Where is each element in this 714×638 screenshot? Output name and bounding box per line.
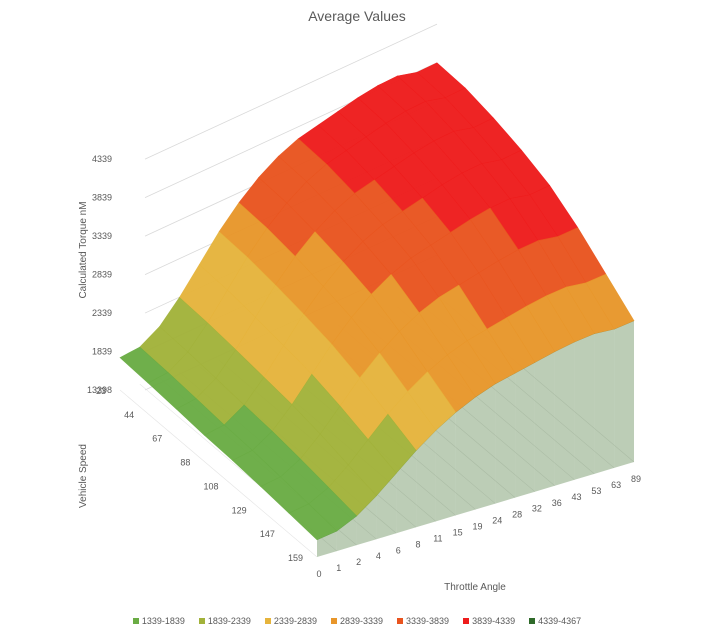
legend-item: 2339-2839 xyxy=(264,616,317,626)
x-tick-label: 89 xyxy=(631,474,641,484)
y-axis-title: Vehicle Speed xyxy=(78,444,89,508)
axes: 1339818392339283933393839433923446788108… xyxy=(78,154,641,593)
surface-skirt xyxy=(356,495,377,546)
z-tick-label: 1839 xyxy=(92,347,112,357)
surface-patch xyxy=(288,503,338,541)
legend-swatch xyxy=(198,618,205,624)
x-tick-label: 43 xyxy=(572,492,582,502)
surface-skirt xyxy=(574,333,595,480)
x-tick-label: 36 xyxy=(552,498,562,508)
surface-skirt xyxy=(475,383,496,510)
surface-skirt xyxy=(614,320,634,468)
legend-item: 1339-1839 xyxy=(132,616,185,626)
legend-item: 3339-3839 xyxy=(397,616,449,626)
legend-label: 3839-4339 xyxy=(472,616,516,626)
y-tick-label: 23 xyxy=(96,386,106,396)
legend-label: 1339-1839 xyxy=(141,616,185,626)
legend-item: 4339-4367 xyxy=(529,616,581,626)
x-tick-label: 11 xyxy=(433,533,442,543)
surface-skirt xyxy=(317,531,337,557)
z-tick-label: 13398 xyxy=(87,385,112,395)
legend-label: 2339-2839 xyxy=(273,616,317,626)
surface-skirt xyxy=(495,373,516,504)
x-tick-label: 15 xyxy=(453,527,463,537)
x-tick-label: 63 xyxy=(611,480,621,490)
legend-swatch xyxy=(463,618,470,624)
legend-label: 1839-2339 xyxy=(207,616,251,626)
x-axis-title: Throttle Angle xyxy=(444,582,506,593)
x-tick-label: 6 xyxy=(396,545,401,555)
legend-swatch xyxy=(397,618,404,624)
legend-swatch xyxy=(132,618,139,624)
x-tick-label: 24 xyxy=(492,516,502,526)
legend: 1339-1839 1839-2339 2339-2839 2839-3339 3339… xyxy=(0,616,714,626)
x-tick-label: 8 xyxy=(416,539,421,549)
chart-title: Average Values xyxy=(308,8,406,24)
z-tick-label: 4339 xyxy=(92,154,112,164)
surface-skirt xyxy=(594,329,615,474)
legend-item: 1839-2339 xyxy=(198,616,251,626)
x-tick-label: 2 xyxy=(356,557,361,567)
x-tick-label: 28 xyxy=(512,510,522,520)
z-tick-label: 3339 xyxy=(92,231,112,241)
y-tick-label: 67 xyxy=(152,434,162,444)
y-tick-label: 147 xyxy=(260,529,275,539)
z-tick-label: 3839 xyxy=(92,193,112,203)
x-tick-label: 32 xyxy=(532,504,542,514)
surface-skirt xyxy=(515,362,535,498)
surface-skirt xyxy=(455,396,476,516)
surface-skirt xyxy=(336,516,357,552)
y-tick-label: 44 xyxy=(124,410,134,420)
surface-plot: 1339818392339283933393839433923446788108… xyxy=(78,23,641,593)
y-tick-label: 108 xyxy=(204,481,219,491)
surface-skirt xyxy=(534,351,555,492)
x-tick-label: 19 xyxy=(472,522,482,532)
surface-skirt xyxy=(435,412,456,522)
surface-skirt xyxy=(376,473,397,540)
y-tick-label: 159 xyxy=(288,553,303,563)
z-tick-label: 2839 xyxy=(92,270,112,280)
legend-swatch xyxy=(330,618,337,624)
x-tick-label: 53 xyxy=(591,486,601,496)
surface-skirt xyxy=(416,430,436,528)
y-tick-label: 129 xyxy=(232,505,247,515)
x-tick-label: 4 xyxy=(376,551,381,561)
legend-label: 3339-3839 xyxy=(406,616,450,626)
z-axis-title: Calculated Torque nM xyxy=(78,201,89,298)
legend-label: 4339-4367 xyxy=(538,616,582,626)
surface-skirt xyxy=(554,341,575,486)
z-tick-label: 2339 xyxy=(92,308,112,318)
legend-label: 2839-3339 xyxy=(339,616,384,626)
legend-swatch xyxy=(264,618,271,624)
surface-skirt xyxy=(396,450,417,534)
legend-swatch xyxy=(529,618,536,624)
surface xyxy=(119,62,635,557)
legend-item: 2839-3339 xyxy=(330,616,384,626)
y-tick-label: 88 xyxy=(180,458,190,468)
x-tick-label: 0 xyxy=(316,569,321,579)
legend-item: 3839-4339 xyxy=(463,616,515,626)
x-tick-label: 1 xyxy=(336,563,341,573)
